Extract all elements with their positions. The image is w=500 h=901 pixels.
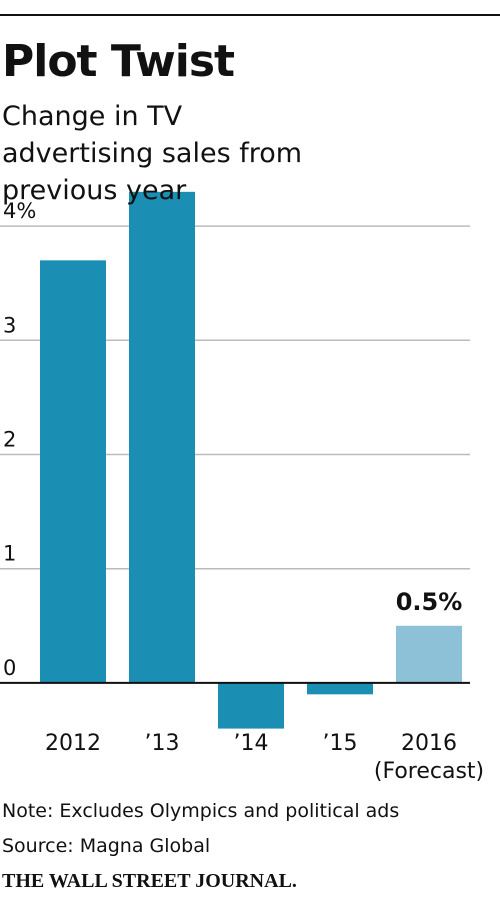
value-label: 0.5% xyxy=(395,587,463,616)
x-tick-label: 2012 xyxy=(45,731,101,756)
y-tick-label: 0 xyxy=(3,656,16,680)
y-tick-label: 2 xyxy=(3,428,16,452)
source: Source: Magna Global xyxy=(2,835,211,857)
x-tick-label: 2016 (Forecast) xyxy=(373,731,485,784)
credit: THE WALL STREET JOURNAL. xyxy=(2,870,297,892)
bar xyxy=(218,682,284,729)
bar xyxy=(396,625,462,683)
bar xyxy=(40,260,106,683)
y-tick-label: 3 xyxy=(3,313,16,337)
y-tick-label: 4% xyxy=(3,199,36,223)
x-tick-label: ’15 xyxy=(322,731,358,756)
bar xyxy=(307,682,373,695)
note: Note: Excludes Olympics and political ad… xyxy=(2,800,400,822)
x-tick-label: ’14 xyxy=(233,731,269,756)
bar xyxy=(129,191,195,683)
y-tick-label: 1 xyxy=(3,542,16,566)
chart-title: Plot Twist xyxy=(2,36,235,87)
subtitle: Change in TV advertising sales from prev… xyxy=(2,101,303,206)
x-tick-label: ’13 xyxy=(144,731,180,756)
